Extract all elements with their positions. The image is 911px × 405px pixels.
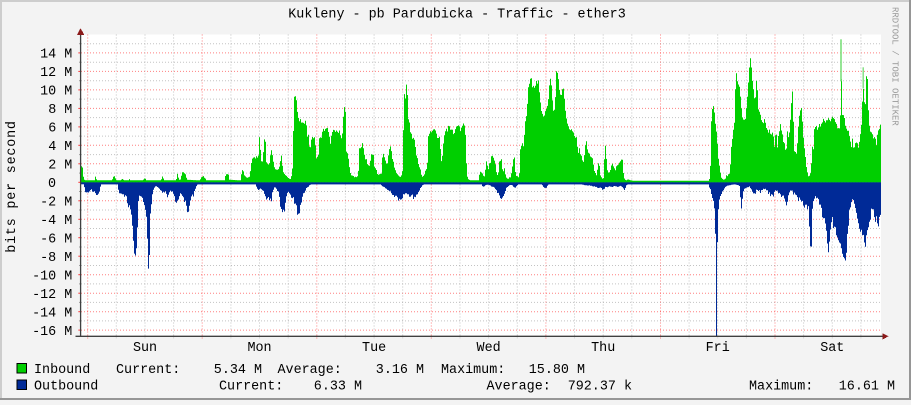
svg-text:Kukleny - pb Pardubicka - Traf: Kukleny - pb Pardubicka - Traffic - ethe… <box>288 8 626 23</box>
svg-text:RRDTOOL / TOBI OETIKER: RRDTOOL / TOBI OETIKER <box>890 7 900 126</box>
svg-text:-16 M: -16 M <box>32 325 72 340</box>
svg-text:14 M: 14 M <box>40 48 72 63</box>
svg-text:Average:: Average: <box>487 379 551 394</box>
svg-text:15.80 M: 15.80 M <box>529 363 585 378</box>
svg-text:-10 M: -10 M <box>32 269 72 284</box>
svg-text:16.61 M: 16.61 M <box>839 379 895 394</box>
svg-text:Average:: Average: <box>278 363 342 378</box>
svg-text:-8 M: -8 M <box>40 251 72 266</box>
svg-text:Fri: Fri <box>706 341 730 356</box>
svg-text:-14 M: -14 M <box>32 306 72 321</box>
svg-text:-4 M: -4 M <box>40 214 72 229</box>
svg-text:Current:: Current: <box>116 363 180 378</box>
svg-text:0: 0 <box>48 177 56 192</box>
svg-text:Wed: Wed <box>477 341 501 356</box>
svg-text:792.37 k: 792.37 k <box>568 379 632 394</box>
svg-text:12 M: 12 M <box>40 66 72 81</box>
svg-text:bits per second: bits per second <box>5 120 20 253</box>
svg-text:6.33 M: 6.33 M <box>314 379 362 394</box>
svg-text:Sun: Sun <box>133 341 157 356</box>
svg-text:2 M: 2 M <box>48 159 72 174</box>
svg-text:Maximum:: Maximum: <box>749 379 813 394</box>
svg-text:Outbound: Outbound <box>34 379 98 394</box>
svg-text:Mon: Mon <box>247 341 271 356</box>
svg-text:10 M: 10 M <box>40 85 72 100</box>
svg-text:Inbound: Inbound <box>34 363 90 378</box>
svg-text:6 M: 6 M <box>48 122 72 137</box>
svg-text:4 M: 4 M <box>48 140 72 155</box>
svg-text:-2 M: -2 M <box>40 196 72 211</box>
svg-text:Current:: Current: <box>219 379 283 394</box>
svg-text:Sat: Sat <box>820 341 844 356</box>
svg-text:Tue: Tue <box>362 341 386 356</box>
svg-text:-12 M: -12 M <box>32 288 72 303</box>
svg-text:-6 M: -6 M <box>40 232 72 247</box>
svg-text:8 M: 8 M <box>48 103 72 118</box>
svg-text:Maximum:: Maximum: <box>441 363 505 378</box>
svg-text:Thu: Thu <box>591 341 615 356</box>
svg-text:3.16 M: 3.16 M <box>376 363 424 378</box>
svg-text:5.34 M: 5.34 M <box>214 363 262 378</box>
